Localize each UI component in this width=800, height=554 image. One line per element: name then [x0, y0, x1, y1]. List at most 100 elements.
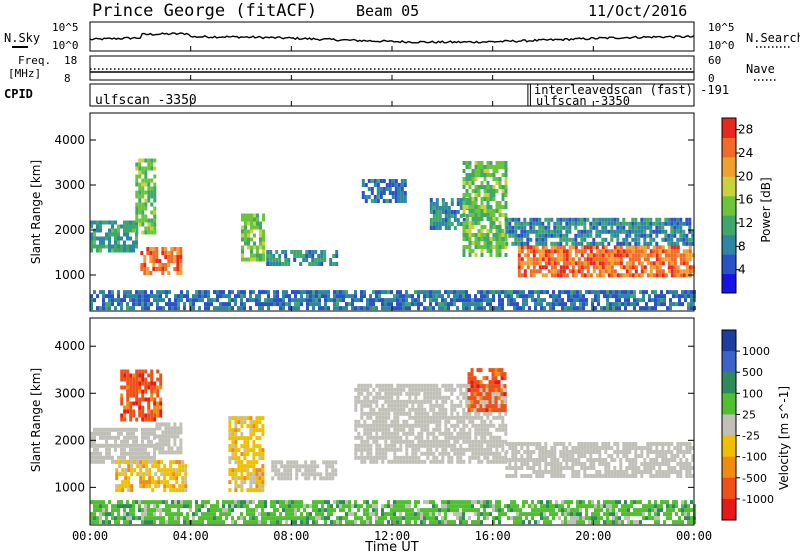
power-cell-r9: [670, 229, 674, 234]
power-cell-r3: [259, 241, 262, 246]
velocity-cell-r8: [658, 450, 662, 454]
velocity-cell-r6: [486, 455, 490, 460]
power-cell-r7: [483, 213, 487, 217]
velocity-cell-r8: [505, 474, 509, 478]
velocity-cell-r9: [336, 504, 339, 509]
power-cell-r10: [540, 298, 543, 303]
velocity-cell-r8: [571, 466, 575, 470]
power-cell-r7: [477, 169, 481, 173]
velocity-cell-r9: [489, 500, 492, 505]
power-cell-r8: [517, 265, 521, 270]
power-cell-r10: [168, 302, 171, 307]
velocity-cell-r6: [390, 403, 394, 408]
power-cell-r1: [144, 178, 148, 183]
power-cell-r8: [598, 253, 602, 258]
velocity-cell-r6: [438, 407, 442, 412]
power-cell-r5: [376, 199, 380, 203]
power-cell-r7: [486, 233, 490, 237]
power-cell-r7: [462, 237, 466, 241]
velocity-cell-r0: [147, 439, 150, 444]
power-cell-r7: [474, 253, 478, 257]
power-cell-r2: [161, 271, 165, 275]
power-cell-r10: [501, 290, 504, 295]
velocity-cell-r6: [381, 459, 385, 464]
power-cell-r8: [667, 261, 671, 266]
power-cell-r10: [576, 294, 579, 299]
velocity-cell-r0: [129, 451, 132, 456]
velocity-cell-r9: [273, 504, 276, 509]
velocity-cell-r8: [685, 466, 689, 470]
power-cell-r8: [616, 249, 620, 254]
power-cell-r10: [297, 298, 300, 303]
power-cell-r10: [384, 306, 387, 311]
velocity-cell-r8: [589, 458, 593, 462]
velocity-cell-r9: [348, 520, 351, 525]
power-cell-r3: [253, 213, 256, 218]
velocity-cell-r1: [167, 446, 171, 451]
power-cell-r10: [576, 290, 579, 295]
power-cell-r8: [640, 245, 644, 250]
power-cell-r8: [682, 253, 686, 258]
velocity-cell-r2: [154, 472, 158, 477]
power-cell-r9: [592, 237, 596, 242]
power-cell-r7: [477, 173, 481, 177]
power-cell-r1: [150, 226, 154, 231]
velocity-cell-r0: [129, 435, 132, 440]
power-cell-r10: [624, 298, 627, 303]
power-cell-r8: [526, 253, 530, 258]
velocity-cell-r7: [494, 376, 498, 381]
power-cell-r10: [618, 298, 621, 303]
power-cell-r8: [583, 273, 587, 278]
power-cell-r0: [114, 220, 117, 225]
power-cell-r10: [501, 306, 504, 311]
velocity-cell-r9: [153, 520, 156, 525]
power-cell-r10: [228, 306, 231, 311]
power-cell-r9: [547, 229, 551, 234]
velocity-cell-r6: [408, 427, 412, 432]
power-cell-r9: [625, 233, 629, 238]
velocity-cell-r4: [234, 416, 238, 421]
power-cell-r1: [141, 222, 145, 227]
velocity-cell-r9: [282, 504, 285, 509]
velocity-cell-r9: [105, 508, 108, 513]
velocity-cell-r6: [498, 439, 502, 444]
power-cell-r7: [471, 197, 475, 201]
velocity-cell-r9: [135, 516, 138, 521]
velocity-cell-r6: [447, 451, 451, 456]
velocity-cell-r9: [195, 500, 198, 505]
velocity-cell-r8: [604, 462, 608, 466]
power-cell-r10: [591, 302, 594, 307]
velocity-cell-r9: [123, 520, 126, 525]
power-cell-r10: [444, 306, 447, 311]
velocity-cell-r9: [123, 512, 126, 517]
power-cell-r4: [320, 254, 324, 258]
power-cell-r10: [126, 290, 129, 295]
power-cell-r8: [538, 249, 542, 254]
velocity-cell-r6: [495, 439, 499, 444]
power-cell-r10: [135, 298, 138, 303]
velocity-cell-r6: [438, 427, 442, 432]
power-cell-r8: [595, 257, 599, 262]
velocity-cell-r6: [477, 443, 481, 448]
power-cell-r7: [474, 213, 478, 217]
power-cell-r4: [302, 254, 306, 258]
power-cell-r5: [376, 187, 380, 191]
power-cell-r10: [360, 306, 363, 311]
power-cell-r4: [284, 254, 288, 258]
power-cell-r10: [429, 290, 432, 295]
velocity-cell-r8: [637, 446, 641, 450]
velocity-cell-r9: [270, 500, 273, 505]
power-cell-r8: [532, 261, 536, 266]
velocity-cell-r9: [273, 500, 276, 505]
power-cell-r10: [669, 298, 672, 303]
power-cell-r10: [99, 306, 102, 311]
velocity-cell-r1: [164, 426, 168, 431]
velocity-cell-r2: [178, 472, 182, 477]
power-cell-r10: [606, 306, 609, 311]
velocity-cell-r6: [420, 415, 424, 420]
power-cell-r3: [241, 253, 244, 258]
velocity-cell-r8: [649, 462, 653, 466]
velocity-cell-r2: [175, 468, 179, 473]
power-cell-r8: [637, 253, 641, 258]
velocity-cell-r9: [258, 500, 261, 505]
